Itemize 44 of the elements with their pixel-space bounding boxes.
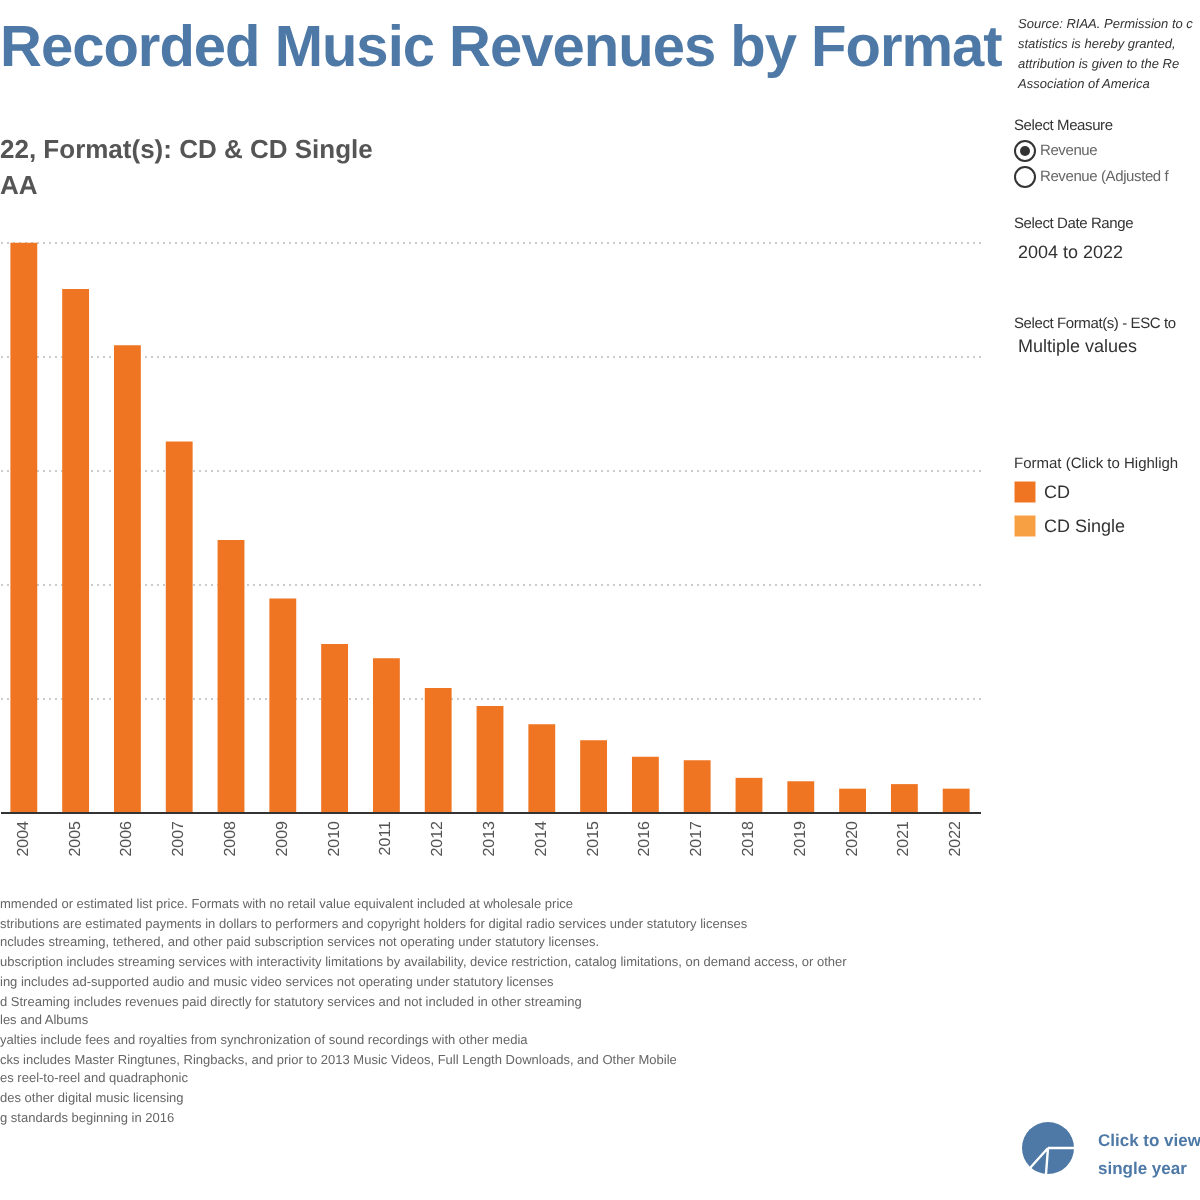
bar <box>735 777 763 812</box>
x-tick-label: 2022 <box>946 819 965 857</box>
x-tick-label: 2011 <box>376 819 395 856</box>
x-tick-label: 2013 <box>480 819 498 857</box>
text: 2004 to 2022 <box>1018 242 1124 262</box>
x-tick-label: 2005 <box>65 819 84 857</box>
chart-title: Recorded Music Revenues by Format <box>0 16 1002 82</box>
x-tick-label: 2009 <box>272 819 291 857</box>
x-tick-label: 2010 <box>324 819 343 857</box>
bar <box>62 288 90 812</box>
x-tick-label: 2016 <box>635 819 654 857</box>
bar <box>942 788 970 812</box>
legend-label: CD Single <box>1044 516 1126 536</box>
bar <box>683 760 711 812</box>
x-tick-label: 2018 <box>738 819 757 857</box>
bar <box>269 598 297 812</box>
bar <box>839 788 867 812</box>
bar <box>631 756 659 812</box>
x-tick-label: 2014 <box>531 819 550 857</box>
bar <box>372 658 400 812</box>
x-tick-label: 2020 <box>842 819 861 857</box>
text: Multiple values <box>1018 336 1138 356</box>
bar <box>165 441 193 812</box>
x-tick-label: 2012 <box>428 819 447 857</box>
bar <box>217 539 245 812</box>
bar <box>787 781 815 812</box>
x-tick-label: 2021 <box>894 819 913 857</box>
x-tick-label: 2019 <box>790 819 809 857</box>
legend-label: CD <box>1044 482 1071 502</box>
bar <box>321 644 349 812</box>
x-tick-label: 2015 <box>583 819 602 857</box>
bar <box>10 242 38 812</box>
x-tick-label: 2008 <box>221 819 240 857</box>
bar <box>528 724 556 812</box>
bar <box>476 706 504 812</box>
chart-subtitle: 22, Format(s): CD & CD Single AA <box>0 132 373 204</box>
x-tick-label: 2004 <box>13 819 32 857</box>
x-tick-label: 2017 <box>687 819 706 857</box>
bar <box>890 784 918 812</box>
x-tick-label: 2006 <box>117 819 136 857</box>
bar <box>580 740 608 812</box>
bar <box>113 345 141 812</box>
bar <box>424 687 452 812</box>
x-tick-label: 2007 <box>169 819 188 857</box>
